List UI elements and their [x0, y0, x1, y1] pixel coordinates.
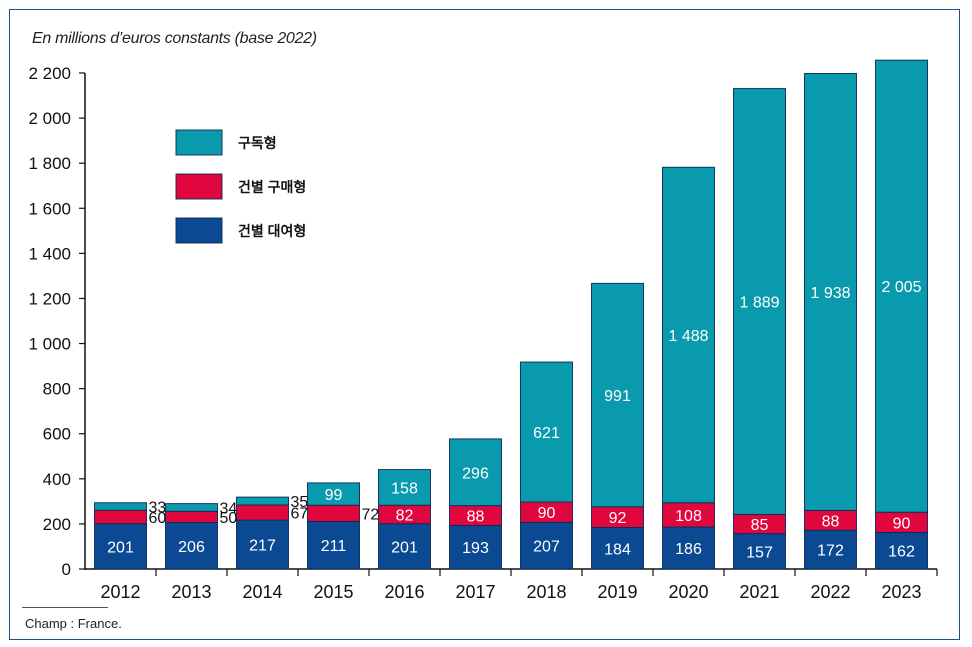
- y-axis-unit-label: En millions d’euros constants (base 2022…: [32, 30, 317, 47]
- bar-segment-rental: [378, 523, 431, 570]
- x-tick-label: 2013: [171, 582, 211, 602]
- data-label: 217: [249, 538, 276, 555]
- data-label: 207: [533, 539, 560, 556]
- y-tick-label: 0: [62, 560, 71, 579]
- data-label: 184: [604, 541, 631, 558]
- data-label: 72: [362, 506, 380, 523]
- x-tick-label: 2020: [668, 582, 708, 602]
- data-label: 172: [817, 543, 844, 560]
- bar-segment-purchase: [94, 509, 147, 525]
- data-label: 90: [538, 505, 556, 522]
- bar-segment-subscription: [94, 502, 147, 511]
- data-label: 85: [751, 517, 769, 534]
- legend-swatch-purchase: [175, 173, 223, 200]
- y-tick-label: 1 800: [28, 154, 71, 173]
- x-tick-label: 2015: [313, 582, 353, 602]
- x-tick-label: 2021: [739, 582, 779, 602]
- data-label: 34: [220, 500, 238, 517]
- data-label: 158: [391, 480, 418, 497]
- bar-segment-purchase: [307, 504, 360, 522]
- data-label: 1 938: [810, 285, 850, 302]
- x-tick-label: 2019: [597, 582, 637, 602]
- data-label: 621: [533, 425, 560, 442]
- data-label: 99: [325, 487, 343, 504]
- legend-swatch-rental: [175, 217, 223, 244]
- bar-segment-subscription: [520, 361, 573, 503]
- bar-segment-rental: [733, 533, 786, 570]
- y-tick-label: 1 400: [28, 244, 71, 263]
- data-label: 296: [462, 465, 489, 482]
- y-tick-label: 800: [43, 380, 71, 399]
- source-note: Champ : France.: [25, 616, 122, 631]
- legend-label: 건별 구매형: [238, 179, 306, 195]
- data-label: 35: [291, 494, 309, 511]
- y-tick-label: 1 600: [28, 199, 71, 218]
- bar-segment-rental: [875, 532, 928, 570]
- bar-segment-subscription: [591, 282, 644, 508]
- data-label: 90: [893, 515, 911, 532]
- y-tick-label: 2 000: [28, 109, 71, 128]
- bar-segment-rental: [662, 526, 715, 570]
- data-label: 1 889: [739, 294, 779, 311]
- y-tick-label: 600: [43, 425, 71, 444]
- legend-swatch-subscription: [175, 129, 223, 156]
- bar-segment-purchase: [165, 510, 218, 524]
- data-label: 206: [178, 539, 205, 556]
- data-label: 108: [675, 508, 702, 525]
- x-tick-label: 2017: [455, 582, 495, 602]
- bar-segment-rental: [520, 521, 573, 570]
- data-label: 67: [291, 506, 309, 523]
- data-label: 2 005: [881, 279, 921, 296]
- legend-label: 구독형: [238, 135, 277, 151]
- x-tick-label: 2016: [384, 582, 424, 602]
- data-label: 88: [822, 513, 840, 530]
- data-label: 186: [675, 541, 702, 558]
- data-label: 88: [467, 509, 485, 526]
- data-label: 1 488: [668, 328, 708, 345]
- x-tick-label: 2018: [526, 582, 566, 602]
- data-label: 92: [609, 510, 627, 527]
- data-label: 162: [888, 544, 915, 561]
- bar-segment-subscription: [236, 496, 289, 506]
- y-tick-label: 2 200: [28, 64, 71, 83]
- bar-segment-subscription: [165, 503, 218, 512]
- legend-label: 건별 대여형: [238, 223, 306, 239]
- data-label: 211: [321, 538, 347, 555]
- y-tick-label: 1 000: [28, 335, 71, 354]
- data-label: 157: [746, 544, 773, 561]
- data-label: 82: [396, 507, 414, 524]
- y-tick-label: 1 200: [28, 289, 71, 308]
- x-tick-label: 2014: [242, 582, 282, 602]
- bar-segment-subscription: [804, 73, 857, 511]
- bar-segment-rental: [591, 527, 644, 570]
- bar-segment-subscription: [378, 469, 431, 506]
- y-tick-label: 400: [43, 470, 71, 489]
- data-label: 193: [462, 540, 489, 557]
- x-tick-label: 2012: [100, 582, 140, 602]
- bar-segment-rental: [165, 522, 218, 570]
- data-label: 60: [149, 510, 167, 527]
- data-label: 201: [107, 539, 134, 556]
- bar-segment-subscription: [662, 166, 715, 504]
- bar-segment-rental: [94, 523, 147, 570]
- bar-segment-rental: [804, 529, 857, 570]
- bar-segment-rental: [449, 525, 502, 570]
- bar-segment-subscription: [449, 438, 502, 507]
- x-tick-label: 2023: [881, 582, 921, 602]
- y-tick-label: 200: [43, 515, 71, 534]
- bar-segment-subscription: [733, 88, 786, 515]
- data-label: 50: [220, 510, 238, 527]
- bar-segment-subscription: [307, 482, 360, 506]
- bar-segment-purchase: [236, 504, 289, 521]
- x-tick-label: 2022: [810, 582, 850, 602]
- data-label: 201: [391, 539, 418, 556]
- bar-segment-subscription: [875, 59, 928, 513]
- source-divider: [22, 607, 108, 608]
- data-label: 33: [149, 499, 167, 516]
- data-label: 991: [604, 388, 631, 405]
